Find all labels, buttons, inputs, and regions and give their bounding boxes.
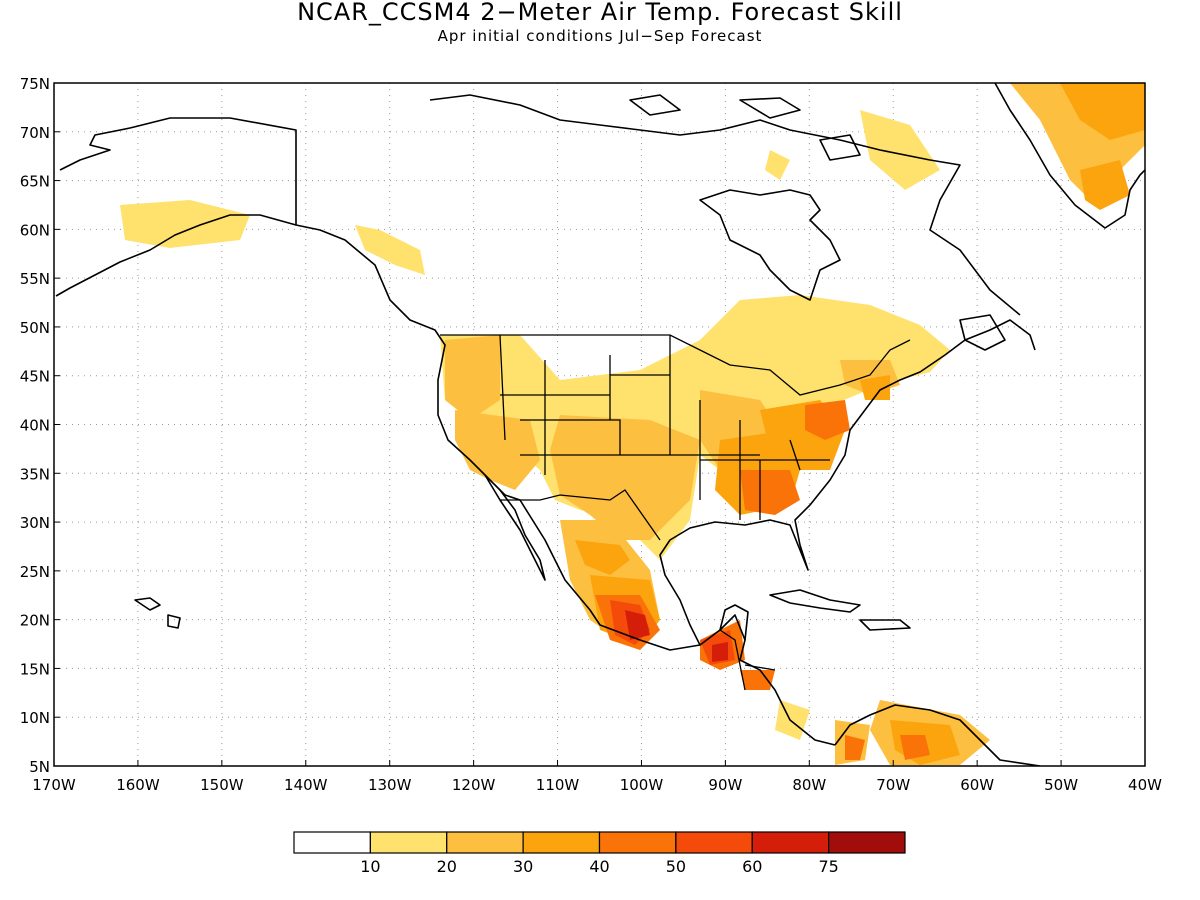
legend-color-box xyxy=(369,831,448,854)
lon-tick-label: 80W xyxy=(792,776,826,794)
lon-tick-label: 70W xyxy=(876,776,910,794)
legend-color-box xyxy=(751,831,830,854)
legend-color-box xyxy=(522,831,601,854)
lat-tick-label: 50N xyxy=(20,319,50,337)
legend-label: 60 xyxy=(742,857,762,876)
lat-tick-label: 5N xyxy=(29,758,50,776)
lon-tick-label: 60W xyxy=(960,776,994,794)
lon-tick-label: 130W xyxy=(368,776,412,794)
lon-tick-label: 170W xyxy=(32,776,76,794)
lon-tick-label: 110W xyxy=(536,776,580,794)
lat-tick-label: 15N xyxy=(20,660,50,678)
plot-area xyxy=(54,83,1145,766)
lon-tick-label: 90W xyxy=(708,776,742,794)
lat-tick-label: 75N xyxy=(20,75,50,93)
lon-tick-label: 150W xyxy=(200,776,244,794)
legend-color-box xyxy=(598,831,677,854)
lon-tick-label: 50W xyxy=(1044,776,1078,794)
map-subtitle: Apr initial conditions Jul−Sep Forecast xyxy=(437,27,763,45)
lat-tick-label: 30N xyxy=(20,514,50,532)
legend-color-box xyxy=(828,831,906,854)
latitude-tick-labels: 75N 70N 65N 60N 55N 50N 45N 40N 35N 30N 25N 20N 15N 1… xyxy=(20,75,60,776)
lon-tick-label: 40W xyxy=(1128,776,1162,794)
lat-tick-label: 60N xyxy=(20,221,50,239)
lon-tick-label: 120W xyxy=(452,776,496,794)
lat-tick-label: 65N xyxy=(20,173,50,191)
lat-tick-label: 20N xyxy=(20,612,50,630)
lat-tick-label: 55N xyxy=(20,270,50,288)
lon-tick-label: 100W xyxy=(620,776,664,794)
lat-tick-label: 70N xyxy=(20,124,50,142)
lat-tick-label: 45N xyxy=(20,368,50,386)
map-title: NCAR_CCSM4 2−Meter Air Temp. Forecast Sk… xyxy=(297,0,903,26)
legend-color-box xyxy=(446,831,524,854)
coastlines xyxy=(55,83,1145,766)
legend-color-box xyxy=(293,831,371,854)
lat-tick-label: 25N xyxy=(20,563,50,581)
lat-tick-label: 35N xyxy=(20,465,50,483)
lon-tick-label: 140W xyxy=(284,776,328,794)
longitude-tick-labels: 170W 160W 150W 140W 130W 120W 110W 100W 90W 80W 70… xyxy=(32,760,1162,794)
legend-label: 40 xyxy=(589,857,609,876)
legend-label: 20 xyxy=(437,857,457,876)
legend-label: 75 xyxy=(818,857,838,876)
legend-label: 30 xyxy=(513,857,533,876)
lat-tick-label: 40N xyxy=(20,417,50,435)
legend-label: 50 xyxy=(666,857,686,876)
skill-shading xyxy=(120,83,1145,765)
legend-label: 10 xyxy=(360,857,380,876)
color-legend: 10 20 30 40 50 60 75 xyxy=(293,831,906,876)
political-borders xyxy=(440,334,911,691)
skill-60-75 xyxy=(625,610,728,662)
lon-tick-label: 160W xyxy=(116,776,160,794)
legend-color-box xyxy=(675,831,753,854)
lat-tick-label: 10N xyxy=(20,709,50,727)
